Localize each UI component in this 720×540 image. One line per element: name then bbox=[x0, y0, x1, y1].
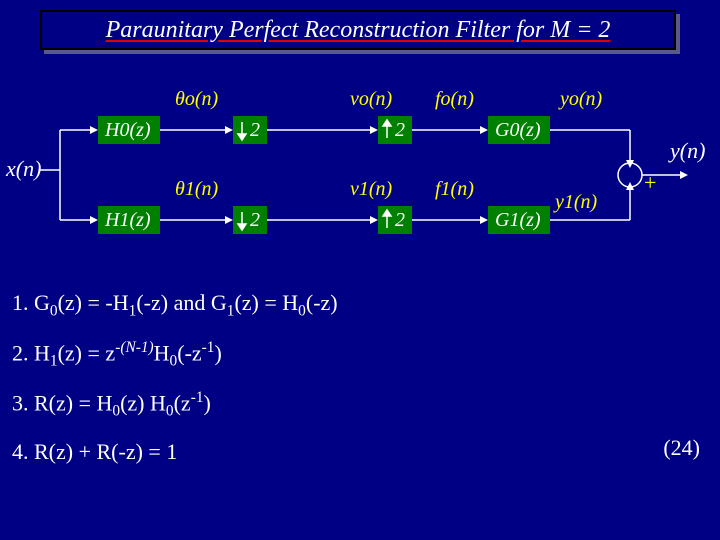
equation-4: 4. R(z) + R(-z) = 1 bbox=[12, 439, 572, 465]
equation-1: 1. G0(z) = -H1(-z) and G1(z) = H0(-z) bbox=[12, 290, 572, 321]
svg-text:2: 2 bbox=[395, 119, 405, 141]
svg-text:2: 2 bbox=[250, 119, 260, 141]
equation-number: (24) bbox=[663, 435, 700, 461]
f1-label: f1(n) bbox=[435, 178, 474, 200]
title-text: Paraunitary Perfect Reconstruction Filte… bbox=[106, 17, 611, 44]
equations-block: 1. G0(z) = -H1(-z) and G1(z) = H0(-z) 2.… bbox=[12, 290, 572, 484]
title-banner: Paraunitary Perfect Reconstruction Filte… bbox=[40, 10, 680, 54]
v1-label: v1(n) bbox=[350, 178, 393, 200]
svg-text:H0(z): H0(z) bbox=[104, 119, 151, 141]
svg-text:G1(z): G1(z) bbox=[495, 209, 541, 231]
yo-label: yo(n) bbox=[558, 88, 603, 110]
equation-2: 2. H1(z) = z-(N-1)H0(-z-1) bbox=[12, 339, 572, 371]
svg-text:G0(z): G0(z) bbox=[495, 119, 541, 141]
svg-text:H1(z): H1(z) bbox=[104, 209, 151, 231]
title-box: Paraunitary Perfect Reconstruction Filte… bbox=[40, 10, 676, 50]
svg-text:2: 2 bbox=[250, 209, 260, 231]
theta-o-label: θo(n) bbox=[175, 88, 218, 110]
input-label: x(n) bbox=[5, 156, 41, 181]
y1-label: y1(n) bbox=[553, 191, 598, 213]
output-label: y(n) bbox=[668, 138, 705, 163]
equation-3: 3. R(z) = H0(z) H0(z-1) bbox=[12, 389, 572, 421]
theta1-label: θ1(n) bbox=[175, 178, 218, 200]
svg-text:2: 2 bbox=[395, 209, 405, 231]
sum-plus: + bbox=[644, 170, 656, 195]
fo-label: fo(n) bbox=[435, 88, 474, 110]
filter-bank-diagram: x(n) H0(z) θo(n) 2 vo(n) 2 fo(n) G0(z) y… bbox=[0, 60, 720, 280]
vo-label: vo(n) bbox=[350, 88, 393, 110]
